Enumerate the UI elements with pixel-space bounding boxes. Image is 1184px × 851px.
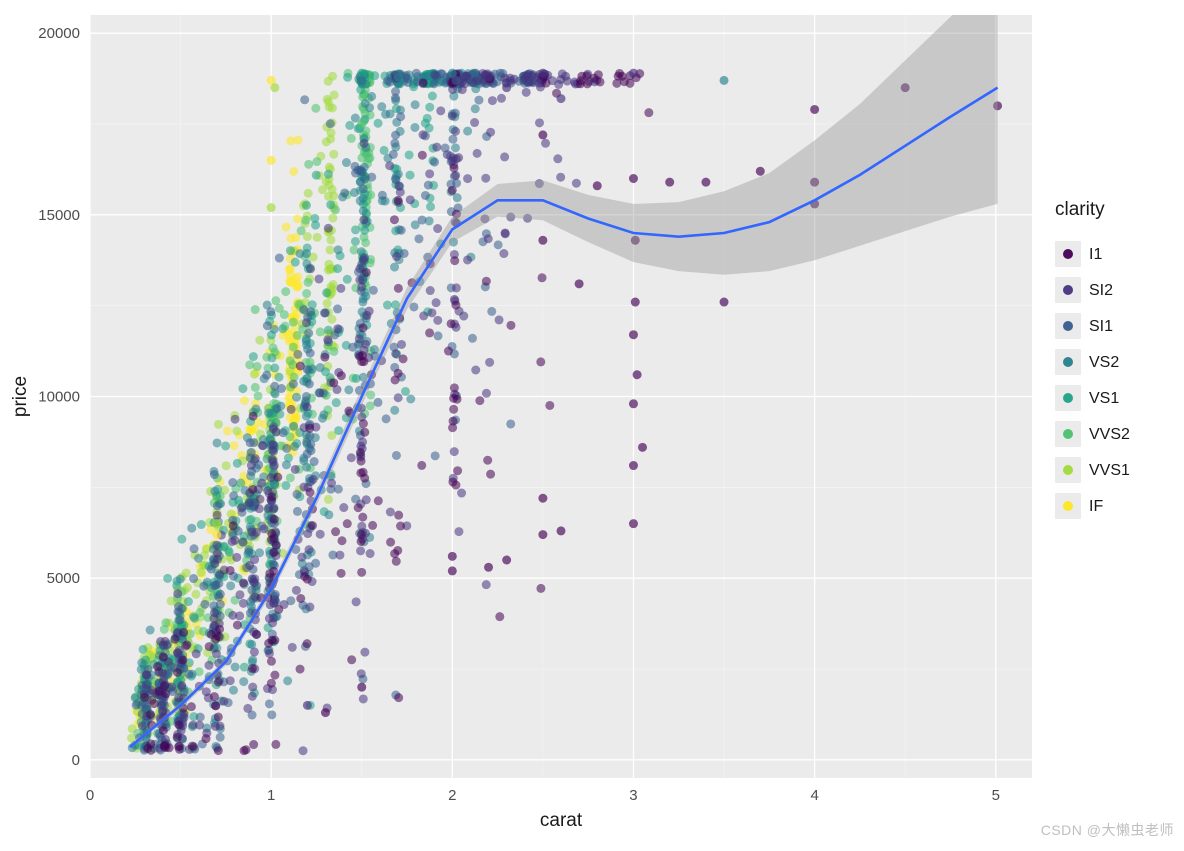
legend-label: VVS2 bbox=[1089, 426, 1130, 443]
y-tick-label: 0 bbox=[72, 752, 80, 769]
legend-swatch bbox=[1063, 429, 1073, 439]
legend-swatch bbox=[1063, 285, 1073, 295]
legend-label: VVS1 bbox=[1089, 462, 1130, 479]
legend-swatch bbox=[1063, 321, 1073, 331]
legend-title: clarity bbox=[1055, 199, 1105, 220]
legend-swatch bbox=[1063, 501, 1073, 511]
legend-swatch bbox=[1063, 357, 1073, 367]
legend-label: I1 bbox=[1089, 246, 1102, 263]
x-tick-label: 4 bbox=[810, 787, 818, 804]
x-tick-label: 1 bbox=[267, 787, 275, 804]
legend-label: IF bbox=[1089, 498, 1103, 515]
legend-label: VS2 bbox=[1089, 354, 1119, 371]
y-axis-title: price bbox=[10, 376, 31, 417]
scatter-chart: 0 1 2 3 4 5 0 5000 10000 15000 20000 carat price clar… bbox=[0, 0, 1184, 846]
legend-swatch bbox=[1063, 465, 1073, 475]
y-tick-label: 10000 bbox=[38, 389, 80, 406]
legend-swatch bbox=[1063, 249, 1073, 259]
legend-label: SI2 bbox=[1089, 282, 1113, 299]
x-tick-label: 0 bbox=[86, 787, 94, 804]
y-tick-label: 5000 bbox=[47, 570, 80, 587]
watermark: CSDN @大懒虫老师 bbox=[1041, 820, 1174, 840]
legend-swatch bbox=[1063, 393, 1073, 403]
x-tick-label: 3 bbox=[629, 787, 637, 804]
x-tick-label: 5 bbox=[992, 787, 1000, 804]
legend-label: VS1 bbox=[1089, 390, 1119, 407]
x-tick-label: 2 bbox=[448, 787, 456, 804]
y-tick-label: 15000 bbox=[38, 207, 80, 224]
x-axis-title: carat bbox=[540, 810, 583, 831]
y-tick-label: 20000 bbox=[38, 25, 80, 42]
chart-container: 0 1 2 3 4 5 0 5000 10000 15000 20000 carat price clar… bbox=[0, 0, 1184, 846]
legend-label: SI1 bbox=[1089, 318, 1113, 335]
